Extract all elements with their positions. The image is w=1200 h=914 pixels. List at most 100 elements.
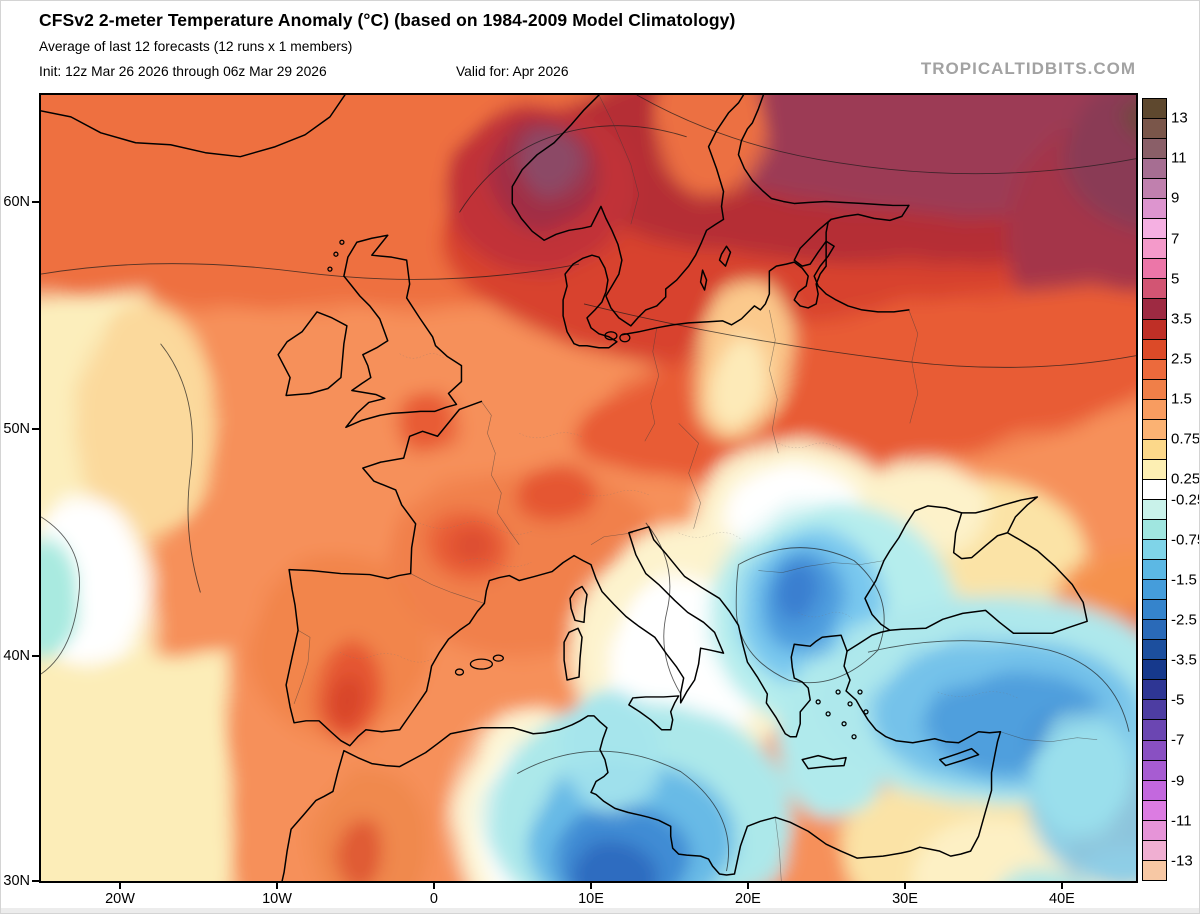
coast-black-sea [889,496,1088,635]
colorbar-segment [1143,560,1166,581]
longitude-axis: 20W 10W 0 10E 20E 30E 40E [39,883,1138,913]
lon-tick-label: 10E [578,891,604,907]
colorbar-segment [1143,840,1166,861]
coast-west-europe [285,400,575,747]
colorbar-label: 13 [1171,109,1188,127]
lon-tick-label: 20E [735,891,761,907]
colorbar-segment [1143,359,1166,380]
map-canvas [39,93,1138,883]
colorbar-segment [1143,780,1166,801]
colorbar-segment [1143,860,1166,880]
colorbar-segment [1143,419,1166,440]
colorbar-segment [1143,620,1166,641]
lon-tick-mark [276,883,279,889]
lat-tick-label: 50N [3,420,30,437]
colorbar-segment [1143,720,1166,741]
lon-tick-mark [904,883,906,889]
colorbar-segment [1143,179,1166,200]
colorbar-segment [1143,680,1166,701]
coast-ireland [277,311,348,397]
coast-crimea-ukraine [864,505,963,632]
colorbar-segment [1143,319,1166,340]
colorbar-label: 9 [1171,189,1180,207]
lon-tick-mark [590,883,593,889]
coast-baltic-south [621,218,832,336]
colorbar-label: 2.5 [1171,350,1192,368]
contour-lines [41,95,1136,872]
lon-tick-label: 30E [892,891,918,907]
colorbar-segment [1143,99,1166,120]
coast-cyprus [938,747,980,767]
colorbar [1142,98,1167,881]
europe-anomaly-map [41,95,1136,881]
coast-sardinia [563,627,583,681]
latitude-axis: 60N 50N 40N 30N [1,93,39,889]
lon-tick-label: 40E [1049,891,1075,907]
colorbar-segment [1143,580,1166,601]
colorbar-label: 5 [1171,270,1180,288]
colorbar-segment [1143,159,1166,180]
coast-great-britain [343,234,463,429]
lon-tick-mark [118,883,121,889]
colorbar-label: 3.5 [1171,310,1192,328]
colorbar-segment [1143,339,1166,360]
coast-norway-sweden [511,95,745,327]
lat-tick-label: 60N [3,194,30,211]
admin-boundaries [339,353,1018,699]
map-title: CFSv2 2-meter Temperature Anomaly (°C) (… [39,10,736,30]
colorbar-segment [1143,439,1166,460]
colorbar-segment [1143,800,1166,821]
colorbar-segment [1143,760,1166,781]
colorbar-segment [1143,119,1166,140]
colorbar-label: -3.5 [1171,651,1197,669]
site-watermark: TROPICALTIDBITS.COM [920,59,1136,78]
small-islands [327,239,869,740]
coast-bothnia-finland [737,95,910,207]
colorbar-label: -0.25 [1171,491,1199,509]
colorbar-segment [1143,459,1166,480]
colorbar-labels: 13 11 9 7 5 3.5 2.5 1.5 0.75 0.25 -0.25 -0.75 -1.5 -2… [1171,98,1200,881]
coast-gulf-of-finland [793,204,910,313]
colorbar-label: -0.75 [1171,531,1199,549]
colorbar-segment [1143,279,1166,300]
colorbar-label: 7 [1171,230,1180,248]
colorbar-label: -2.5 [1171,611,1197,629]
colorbar-label: -11 [1171,812,1192,830]
map-subtitle: Average of last 12 forecasts (12 runs x … [39,39,353,54]
colorbar-segment [1143,519,1166,541]
country-borders [293,95,1098,881]
colorbar-label: 0.75 [1171,430,1200,448]
colorbar-label: -9 [1171,772,1185,790]
colorbar-label: 1.5 [1171,390,1192,408]
colorbar-segment [1143,219,1166,240]
coast-sicily [628,695,680,731]
coast-turkey-africa [281,650,1002,881]
colorbar-segment [1143,239,1166,260]
lon-tick-label: 20W [105,891,135,907]
colorbar-segment [1143,700,1166,721]
anomaly-shading-field [41,95,1136,881]
valid-time-label: Valid for: Apr 2026 [456,64,569,79]
colorbar-segment [1143,600,1166,621]
lat-tick-mark [32,201,39,204]
coast-oland [699,269,708,291]
colorbar-label: -5 [1171,691,1185,709]
colorbar-segment [1143,299,1166,320]
colorbar-segment [1143,499,1166,520]
lat-tick-mark [32,427,39,430]
lon-tick-label: 10W [262,891,292,907]
colorbar-segment [1143,640,1166,661]
colorbar-segment [1143,540,1166,561]
coast-gotland [718,245,732,267]
colorbar-segment [1143,479,1166,500]
colorbar-label: -13 [1171,852,1193,870]
colorbar-segment [1143,139,1166,160]
colorbar-segment [1143,399,1166,420]
lon-tick-mark [746,883,749,889]
lon-tick-label: 0 [429,891,439,907]
colorbar-segment [1143,259,1166,280]
colorbar-segment [1143,740,1166,761]
coast-corsica [569,585,588,624]
lat-tick-mark [32,880,39,883]
